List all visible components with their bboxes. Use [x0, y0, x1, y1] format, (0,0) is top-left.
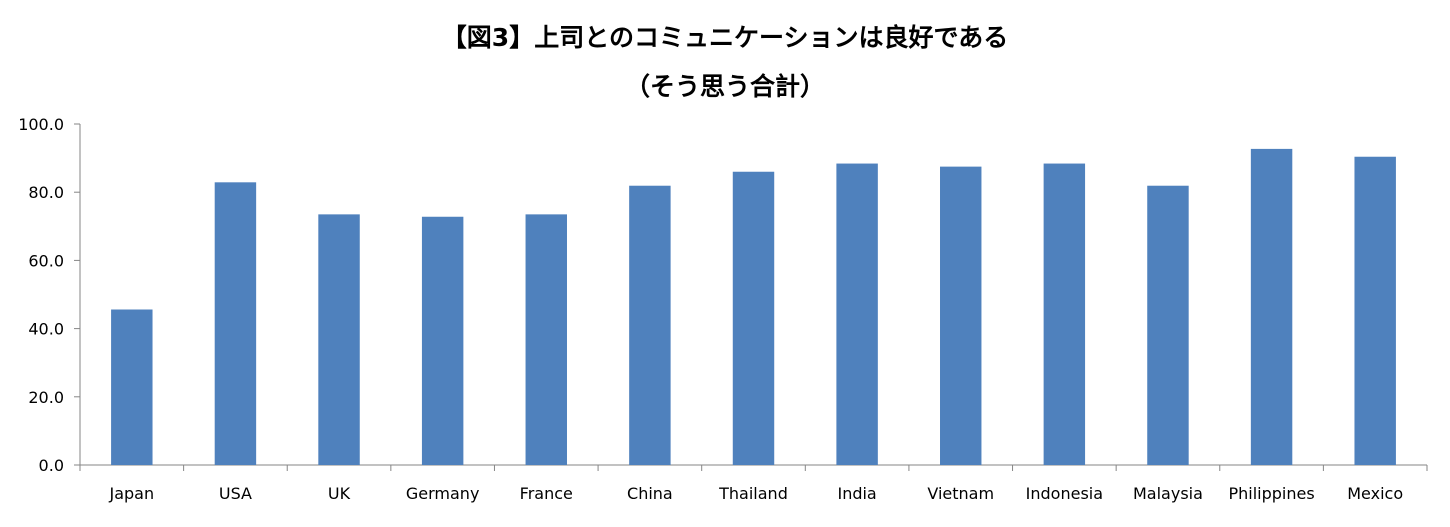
x-tick-label: France [520, 484, 573, 503]
y-axis: 0.0 20.0 40.0 60.0 80.0 100.0 [18, 115, 81, 475]
bar-uk [318, 214, 360, 465]
y-tick-label: 20.0 [28, 388, 64, 407]
x-tick-label: Japan [108, 484, 154, 503]
x-tick-label: Mexico [1347, 484, 1403, 503]
x-tick-label: Germany [406, 484, 480, 503]
x-tick-label: Malaysia [1133, 484, 1203, 503]
x-axis: Japan USA UK Germany France China Thailand Indi… [79, 464, 1428, 503]
x-tick-label: China [627, 484, 673, 503]
x-tick-label: Vietnam [927, 484, 994, 503]
bar-malaysia [1147, 185, 1189, 465]
bar-india [836, 163, 878, 465]
x-tick-label: UK [328, 484, 351, 503]
x-tick-label: Philippines [1228, 484, 1314, 503]
bar-china [629, 185, 671, 465]
bar-france [525, 214, 567, 465]
y-tick-label: 40.0 [28, 320, 64, 339]
y-tick-label: 100.0 [18, 115, 64, 134]
bar-japan [111, 309, 153, 465]
x-tick-label: USA [219, 484, 252, 503]
bar-philippines [1250, 148, 1293, 465]
bar-vietnam [940, 166, 982, 465]
bar-germany [421, 216, 464, 465]
chart-title: 【図3】上司とのコミュニケーションは良好である [441, 23, 1009, 52]
bar-usa [214, 182, 257, 465]
y-tick-label: 80.0 [28, 183, 64, 202]
chart-subtitle: （そう思う合計） [624, 72, 825, 101]
bars [111, 148, 1396, 466]
x-tick-label: Thailand [718, 484, 788, 503]
bar-thailand [732, 171, 775, 466]
y-tick-label: 0.0 [39, 456, 64, 475]
x-tick-label: Indonesia [1026, 484, 1103, 503]
x-tick-label: India [837, 484, 876, 503]
bar-indonesia [1043, 163, 1086, 465]
y-tick-label: 60.0 [28, 251, 64, 270]
bar-mexico [1354, 156, 1396, 465]
